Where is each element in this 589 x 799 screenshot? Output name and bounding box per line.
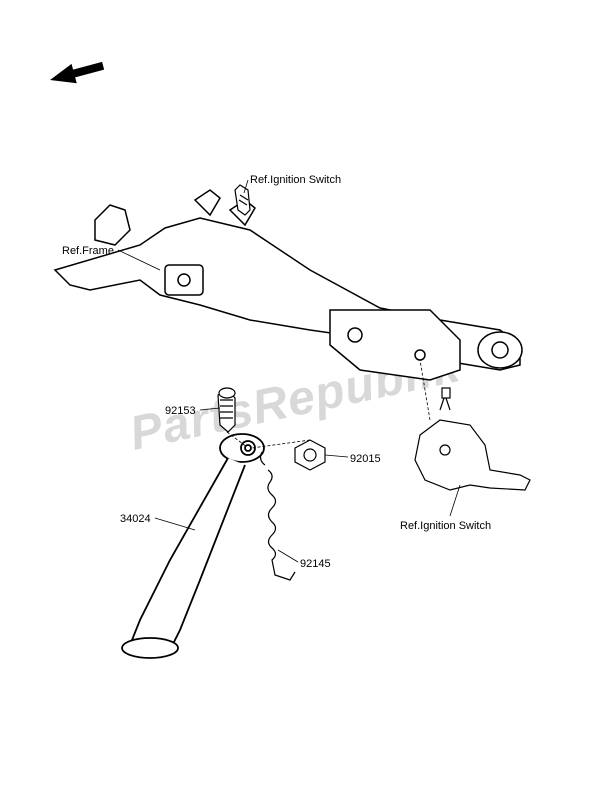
label-92153: 92153 — [165, 405, 196, 417]
label-ref-frame: Ref.Frame — [62, 245, 114, 257]
nut-92015 — [295, 440, 325, 470]
label-92015: 92015 — [350, 453, 381, 465]
direction-arrow — [47, 56, 105, 90]
side-stand-34024 — [122, 434, 264, 658]
label-92145: 92145 — [300, 558, 331, 570]
diagram-container: PartsRepublik — [0, 0, 589, 799]
label-34024: 34024 — [120, 513, 151, 525]
bolt-92153 — [218, 388, 235, 432]
frame-assembly — [55, 190, 522, 380]
parts-diagram-svg — [0, 0, 589, 799]
spring-92145 — [261, 452, 295, 580]
ignition-switch-bracket — [415, 388, 530, 490]
label-ref-ignition-bottom: Ref.Ignition Switch — [400, 520, 491, 532]
label-ref-ignition-top: Ref.Ignition Switch — [250, 174, 341, 186]
